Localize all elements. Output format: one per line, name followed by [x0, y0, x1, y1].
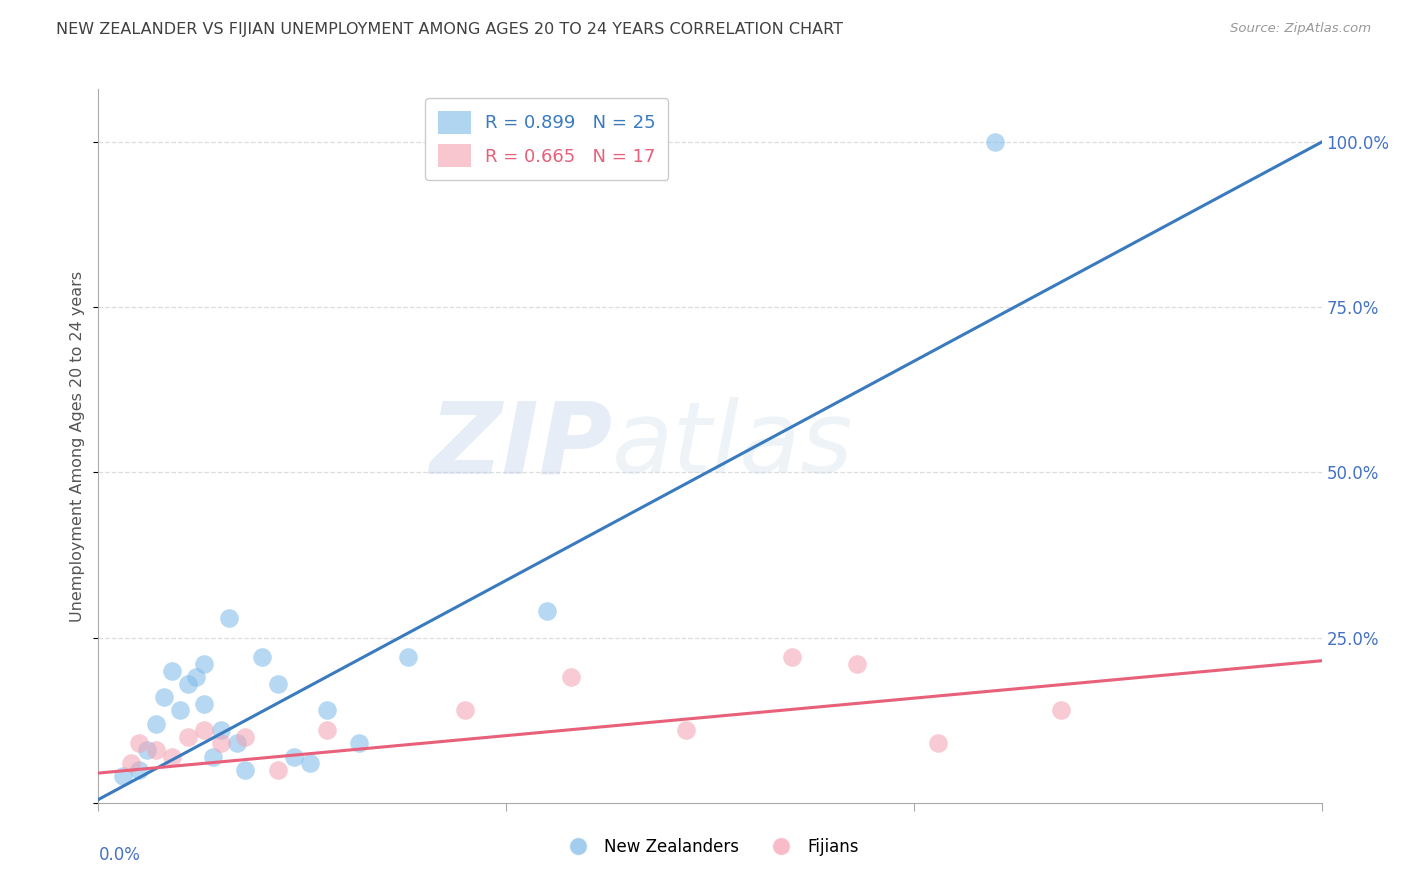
Point [349, 736, 371, 750]
Point [780, 650, 803, 665]
Point [984, 135, 1007, 149]
Text: ZIP: ZIP [429, 398, 612, 494]
Point [267, 677, 290, 691]
Point [267, 763, 290, 777]
Point [160, 664, 183, 678]
Point [927, 736, 949, 750]
Point [560, 670, 582, 684]
Point [193, 723, 215, 738]
Legend: New Zealanders, Fijians: New Zealanders, Fijians [554, 831, 866, 863]
Point [186, 670, 208, 684]
Point [315, 703, 337, 717]
Point [1049, 703, 1071, 717]
Text: Source: ZipAtlas.com: Source: ZipAtlas.com [1230, 22, 1371, 36]
Point [845, 657, 868, 671]
Point [152, 690, 174, 704]
Point [209, 723, 232, 738]
Point [120, 756, 142, 771]
Point [136, 743, 159, 757]
Point [250, 650, 273, 665]
Point [454, 703, 477, 717]
Point [396, 650, 419, 665]
Point [209, 736, 232, 750]
Point [233, 730, 256, 744]
Text: atlas: atlas [612, 398, 853, 494]
Point [128, 763, 150, 777]
Point [536, 604, 558, 618]
Point [283, 749, 305, 764]
Point [315, 723, 337, 738]
Point [145, 716, 167, 731]
Point [193, 697, 215, 711]
Point [128, 736, 150, 750]
Point [111, 769, 134, 783]
Text: NEW ZEALANDER VS FIJIAN UNEMPLOYMENT AMONG AGES 20 TO 24 YEARS CORRELATION CHART: NEW ZEALANDER VS FIJIAN UNEMPLOYMENT AMO… [56, 22, 844, 37]
Text: 0.0%: 0.0% [98, 846, 141, 863]
Point [218, 611, 240, 625]
Y-axis label: Unemployment Among Ages 20 to 24 years: Unemployment Among Ages 20 to 24 years [70, 270, 86, 622]
Point [177, 730, 200, 744]
Point [201, 749, 224, 764]
Point [233, 763, 256, 777]
Point [160, 749, 183, 764]
Point [177, 677, 200, 691]
Point [299, 756, 322, 771]
Point [226, 736, 249, 750]
Point [145, 743, 167, 757]
Point [675, 723, 697, 738]
Point [193, 657, 215, 671]
Point [169, 703, 191, 717]
